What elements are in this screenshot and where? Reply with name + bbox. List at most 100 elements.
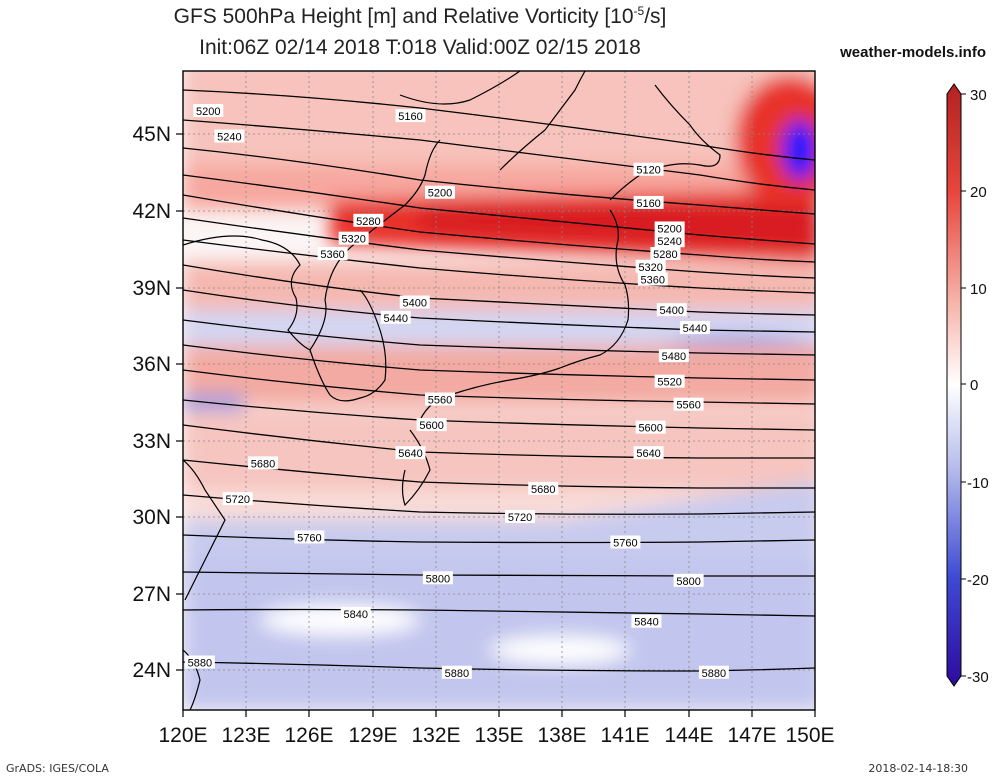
contour-label-text: 5120 [636, 165, 660, 177]
contour-label: 5480 [658, 349, 689, 363]
lon-label: 132E [411, 724, 460, 747]
contour-label: 5720 [505, 510, 536, 524]
contour-label-text: 5720 [226, 494, 250, 506]
vorticity-field [183, 71, 815, 710]
contour-label-text: 5320 [638, 262, 662, 274]
colorbar-label: 10 [970, 281, 987, 298]
contour-label: 5760 [294, 530, 325, 544]
contour-label: 5320 [338, 231, 369, 246]
contour-label: 5360 [317, 247, 348, 261]
contour-label-text: 5600 [419, 420, 443, 432]
contour-label-text: 5760 [297, 532, 321, 544]
contour-label: 5680 [528, 481, 559, 496]
lon-label: 150E [785, 724, 834, 747]
contour-label-text: 5600 [638, 423, 662, 435]
contour-label: 5880 [698, 665, 729, 680]
contour-label-text: 5200 [657, 223, 681, 235]
colorbar-label: 30 [970, 87, 987, 104]
contour-label: 5120 [633, 162, 664, 177]
contour-label: 5560 [673, 397, 704, 412]
lon-label: 129E [348, 724, 397, 747]
contour-label-text: 5800 [676, 576, 700, 588]
latitude-labels: 45N 42N 39N 36N 33N 30N 27N 24N [132, 123, 171, 682]
contour-label: 5640 [633, 446, 664, 460]
colorbar-label: -30 [967, 669, 989, 686]
lat-label: 36N [132, 353, 171, 376]
contour-label-text: 5160 [636, 198, 660, 210]
contour-label-text: 5840 [634, 617, 658, 629]
contour-label: 5880 [441, 665, 472, 680]
longitude-labels: 120E 123E 126E 129E 132E 135E 138E 141E … [158, 724, 834, 747]
footer-timestamp: 2018-02-14-18:30 [868, 762, 968, 775]
contour-label-text: 5400 [402, 298, 426, 310]
lon-label: 135E [474, 724, 523, 747]
lon-label: 147E [727, 724, 776, 747]
lat-label: 30N [132, 506, 171, 529]
contour-label-text: 5240 [217, 132, 241, 144]
contour-label-text: 5880 [702, 668, 726, 680]
contour-label: 5400 [399, 295, 430, 310]
contour-label: 5840 [631, 614, 662, 629]
contour-label-text: 5200 [196, 106, 220, 118]
footer-credit: GrADS: IGES/COLA [6, 762, 109, 775]
contour-label-text: 5320 [341, 234, 365, 246]
coastlines [183, 71, 721, 710]
lat-label: 42N [132, 200, 171, 223]
contour-label-text: 5720 [508, 512, 532, 524]
contour-label: 5360 [637, 272, 668, 287]
lat-label: 27N [132, 583, 171, 606]
contour-label-text: 5400 [660, 305, 684, 317]
contour-label-text: 5440 [384, 313, 408, 325]
contour-label: 5800 [422, 571, 453, 585]
colorbar-label: -10 [967, 475, 989, 492]
contour-label: 5800 [673, 573, 704, 588]
contour-label: 5280 [650, 247, 681, 261]
contour-label: 5240 [214, 129, 245, 144]
contour-label-text: 5280 [653, 249, 677, 261]
contour-label: 5840 [340, 607, 371, 621]
colorbar-label: -20 [967, 572, 989, 589]
contour-label: 5320 [635, 259, 666, 274]
lat-label: 24N [132, 659, 171, 682]
contour-label: 5240 [654, 234, 685, 248]
colorbar-label: 20 [970, 184, 987, 201]
contour-label: 5160 [633, 195, 664, 210]
lat-label: 45N [132, 123, 171, 146]
lon-label: 141E [600, 724, 649, 747]
contour-label-text: 5800 [426, 573, 450, 585]
contour-label: 5760 [610, 535, 641, 550]
lon-label: 144E [664, 724, 713, 747]
contour-label-text: 5640 [398, 448, 422, 460]
contour-label-text: 5440 [683, 323, 707, 335]
contour-label: 5440 [679, 321, 710, 335]
contour-label: 5400 [656, 303, 687, 317]
axis-ticks [176, 133, 816, 717]
lon-label: 123E [221, 724, 270, 747]
contour-label: 5200 [193, 104, 224, 118]
contour-label-text: 5480 [662, 351, 686, 363]
lon-label: 126E [284, 724, 333, 747]
contour-label-text: 5560 [428, 395, 452, 407]
lat-label: 39N [132, 277, 171, 300]
contour-label-text: 5200 [428, 188, 452, 200]
contour-label: 5160 [395, 109, 426, 123]
contour-label: 5880 [184, 655, 215, 670]
contour-label: 5720 [222, 492, 253, 506]
contour-label: 5600 [416, 418, 447, 432]
contour-label-text: 5760 [613, 538, 637, 550]
contour-label-text: 5360 [641, 275, 665, 287]
contour-label-text: 5560 [676, 400, 700, 412]
colorbar-label: 0 [970, 377, 978, 394]
contour-label: 5520 [654, 374, 685, 389]
contour-label-text: 5680 [531, 484, 555, 496]
contour-label: 5200 [654, 221, 685, 235]
contour-label: 5440 [380, 310, 411, 325]
contour-label-text: 5360 [320, 249, 344, 261]
contour-label: 5560 [425, 392, 456, 407]
contour-label-text: 5160 [398, 111, 422, 123]
contour-label-text: 5680 [251, 458, 275, 470]
contour-label: 5600 [635, 420, 666, 435]
contour-label: 5680 [248, 456, 279, 470]
